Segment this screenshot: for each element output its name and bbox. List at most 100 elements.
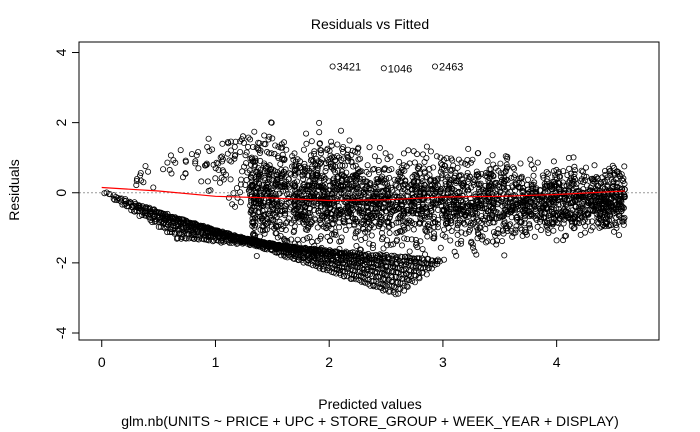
residual-point bbox=[344, 249, 351, 256]
y-axis: -4 -2 0 2 4 bbox=[53, 48, 80, 339]
residual-point bbox=[473, 224, 480, 231]
residual-point bbox=[272, 182, 279, 189]
residual-point bbox=[255, 139, 262, 146]
residual-point bbox=[383, 187, 390, 194]
residual-point bbox=[426, 226, 433, 233]
residual-point bbox=[337, 181, 344, 188]
residual-point bbox=[177, 147, 184, 154]
residual-point bbox=[534, 159, 541, 166]
residual-point bbox=[429, 257, 436, 264]
residual-point bbox=[567, 192, 574, 199]
residual-point bbox=[612, 176, 619, 183]
residual-point bbox=[410, 179, 417, 186]
residual-point bbox=[431, 233, 438, 240]
residual-point bbox=[574, 219, 581, 226]
residual-point bbox=[387, 288, 394, 295]
residual-point bbox=[369, 166, 376, 173]
residual-point bbox=[249, 215, 256, 222]
residual-point bbox=[423, 143, 430, 150]
x-tick-label: 0 bbox=[98, 354, 106, 370]
residual-point bbox=[445, 180, 452, 187]
residual-point bbox=[307, 152, 314, 159]
residual-point bbox=[490, 199, 497, 206]
residual-point bbox=[357, 155, 364, 162]
residual-point bbox=[252, 157, 259, 164]
residual-point bbox=[204, 178, 211, 185]
residual-point bbox=[227, 147, 234, 154]
residual-point bbox=[299, 171, 306, 178]
residual-point bbox=[270, 210, 277, 217]
residual-point bbox=[324, 248, 331, 255]
residual-point bbox=[327, 196, 334, 203]
residual-point bbox=[501, 174, 508, 181]
residual-point bbox=[268, 150, 275, 157]
residual-point bbox=[335, 175, 342, 182]
residual-point bbox=[142, 163, 149, 170]
residual-point bbox=[560, 237, 567, 244]
residual-point bbox=[448, 227, 455, 234]
residual-point bbox=[306, 233, 313, 240]
residual-point bbox=[205, 135, 212, 142]
residual-point bbox=[336, 210, 343, 217]
residual-point bbox=[191, 235, 198, 242]
residual-point bbox=[376, 220, 383, 227]
residual-point bbox=[128, 207, 135, 214]
residual-point bbox=[310, 195, 317, 202]
residual-point bbox=[296, 158, 303, 165]
residual-point bbox=[421, 181, 428, 188]
residual-point bbox=[274, 178, 281, 185]
residual-point bbox=[408, 236, 415, 243]
residual-point bbox=[560, 179, 567, 186]
residual-point bbox=[582, 176, 589, 183]
residual-point bbox=[411, 279, 418, 286]
residual-point bbox=[293, 178, 300, 185]
residual-point bbox=[345, 154, 352, 161]
residual-point bbox=[513, 213, 520, 220]
residual-point bbox=[613, 221, 620, 228]
residual-point bbox=[300, 220, 307, 227]
residual-point bbox=[414, 184, 421, 191]
residual-point bbox=[555, 170, 562, 177]
residual-point bbox=[167, 152, 174, 159]
residual-point bbox=[263, 184, 270, 191]
residual-point bbox=[149, 219, 156, 226]
residual-point bbox=[283, 181, 290, 188]
residual-point bbox=[157, 223, 164, 230]
residual-point bbox=[295, 203, 302, 210]
residual-point bbox=[234, 194, 241, 201]
residual-point bbox=[469, 241, 476, 248]
residual-point bbox=[264, 210, 271, 217]
residual-point bbox=[478, 188, 485, 195]
residual-point bbox=[405, 147, 412, 154]
residual-point bbox=[401, 262, 408, 269]
x-axis-label: Predicted values bbox=[318, 396, 422, 412]
residual-point bbox=[204, 143, 211, 150]
residual-point bbox=[401, 224, 408, 231]
residual-point bbox=[314, 187, 321, 194]
residual-point bbox=[553, 237, 560, 244]
residual-point bbox=[538, 214, 545, 221]
residual-point bbox=[431, 261, 438, 268]
residual-point bbox=[256, 170, 263, 177]
residual-point bbox=[449, 157, 456, 164]
residual-point bbox=[373, 176, 380, 183]
residual-point bbox=[388, 166, 395, 173]
residual-point bbox=[255, 215, 262, 222]
residual-point bbox=[492, 208, 499, 215]
residual-point bbox=[357, 168, 364, 175]
residual-point bbox=[544, 182, 551, 189]
residual-point bbox=[398, 266, 405, 273]
residual-point bbox=[617, 173, 624, 180]
residual-point bbox=[580, 196, 587, 203]
residual-point bbox=[607, 187, 614, 194]
residual-point bbox=[446, 176, 453, 183]
residual-point bbox=[179, 174, 186, 181]
residual-point bbox=[450, 202, 457, 209]
residual-point bbox=[209, 233, 216, 240]
residual-point bbox=[332, 184, 339, 191]
residual-point bbox=[329, 164, 336, 171]
residual-point bbox=[570, 180, 577, 187]
residual-point bbox=[291, 227, 298, 234]
residual-point bbox=[420, 256, 427, 263]
residual-point bbox=[231, 143, 238, 150]
